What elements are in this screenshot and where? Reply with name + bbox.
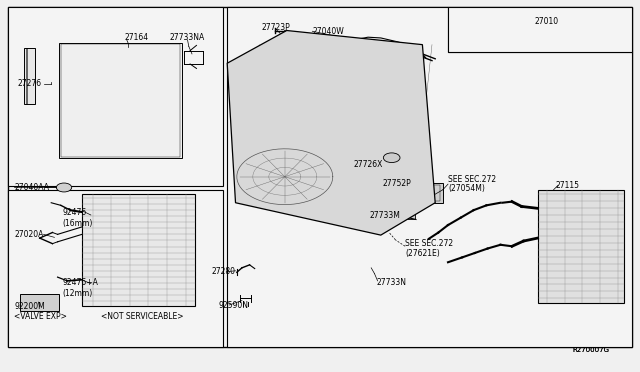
Text: 92590N: 92590N (219, 301, 249, 310)
Text: 27733NA: 27733NA (170, 33, 205, 42)
Text: (27054M): (27054M) (448, 185, 485, 193)
Polygon shape (227, 7, 632, 347)
Text: 27276: 27276 (18, 79, 42, 88)
Text: 92476: 92476 (63, 208, 87, 217)
Text: SEE SEC.272: SEE SEC.272 (405, 239, 453, 248)
Text: <VALVE EXP>: <VALVE EXP> (14, 312, 67, 321)
Text: 27040AA: 27040AA (14, 183, 49, 192)
Polygon shape (291, 95, 384, 145)
Polygon shape (448, 7, 632, 52)
Text: 27040W: 27040W (312, 27, 344, 36)
Text: 27164: 27164 (125, 33, 149, 42)
Text: 27733N: 27733N (376, 278, 406, 287)
Polygon shape (59, 43, 182, 158)
Text: 27280: 27280 (211, 267, 236, 276)
Polygon shape (20, 294, 59, 311)
Text: <NOT SERVICEABLE>: <NOT SERVICEABLE> (101, 312, 184, 321)
Text: 27010: 27010 (534, 17, 559, 26)
Text: (27621E): (27621E) (405, 249, 440, 258)
Text: 27752P: 27752P (383, 179, 412, 187)
Polygon shape (538, 190, 624, 303)
Text: (16mm): (16mm) (63, 219, 93, 228)
Polygon shape (406, 183, 443, 203)
Polygon shape (82, 194, 195, 306)
Text: 27726X: 27726X (354, 160, 383, 169)
Text: 27115: 27115 (556, 181, 580, 190)
Circle shape (383, 153, 400, 163)
Text: 92476+A: 92476+A (63, 278, 99, 287)
Text: R270007G: R270007G (573, 347, 610, 353)
Text: SEE SEC.272: SEE SEC.272 (448, 175, 496, 184)
Text: 92200M: 92200M (14, 302, 45, 311)
Circle shape (56, 183, 72, 192)
Text: 27723P: 27723P (261, 23, 290, 32)
Polygon shape (8, 7, 632, 347)
Text: (12mm): (12mm) (63, 289, 93, 298)
Polygon shape (8, 190, 223, 347)
Polygon shape (390, 212, 415, 219)
Text: 27020A: 27020A (14, 230, 44, 239)
Polygon shape (24, 48, 35, 104)
Polygon shape (8, 7, 223, 186)
Polygon shape (275, 39, 352, 93)
Text: R270007G: R270007G (573, 347, 610, 353)
Polygon shape (227, 31, 435, 235)
Text: 27733M: 27733M (370, 211, 401, 220)
